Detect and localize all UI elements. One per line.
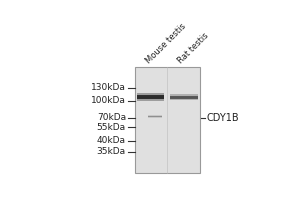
Text: 40kDa: 40kDa xyxy=(97,136,126,145)
Bar xyxy=(169,96,198,97)
Text: Rat testis: Rat testis xyxy=(176,31,211,66)
Bar xyxy=(148,115,162,118)
Bar xyxy=(137,94,164,95)
Bar xyxy=(137,100,164,101)
Bar xyxy=(137,99,164,100)
Bar xyxy=(169,94,198,100)
Bar xyxy=(137,93,164,94)
Bar xyxy=(137,96,164,97)
Bar xyxy=(169,94,198,95)
Bar xyxy=(169,98,198,99)
Text: 35kDa: 35kDa xyxy=(97,147,126,156)
Text: 100kDa: 100kDa xyxy=(91,96,126,105)
Text: 55kDa: 55kDa xyxy=(97,123,126,132)
Bar xyxy=(148,116,162,117)
Bar xyxy=(137,97,164,98)
Bar xyxy=(169,97,198,98)
Text: Mouse testis: Mouse testis xyxy=(144,22,188,66)
Bar xyxy=(169,96,198,99)
Bar xyxy=(137,98,164,99)
Text: 70kDa: 70kDa xyxy=(97,113,126,122)
Bar xyxy=(169,95,198,96)
Text: 130kDa: 130kDa xyxy=(91,83,126,92)
Bar xyxy=(169,99,198,100)
Bar xyxy=(135,67,200,173)
Text: CDY1B: CDY1B xyxy=(206,113,239,123)
Bar xyxy=(137,95,164,99)
Bar xyxy=(137,93,164,101)
Bar xyxy=(137,95,164,96)
